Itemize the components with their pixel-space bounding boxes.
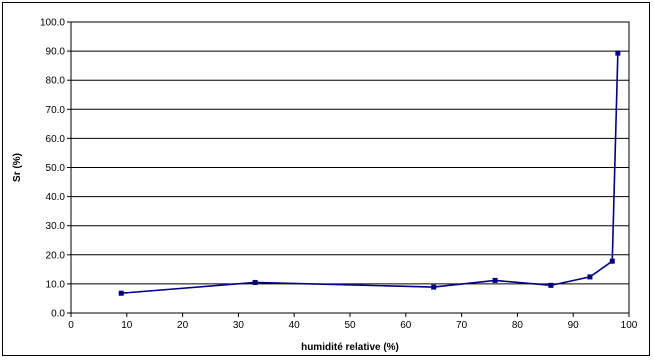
data-point	[609, 258, 615, 264]
chart-frame	[2, 2, 650, 356]
x-tick-labels: 0 10 20 30 40 50 60 70 80 90 100	[68, 320, 638, 331]
data-point	[118, 290, 124, 296]
x-tick-label: 40	[289, 320, 301, 331]
y-tick-label: 70.0	[46, 105, 66, 116]
x-tick-label: 100	[621, 320, 638, 331]
plot-area-border	[70, 21, 630, 314]
data-point	[548, 282, 554, 288]
y-tick-label: 80.0	[46, 76, 66, 87]
data-point	[587, 274, 593, 280]
x-tick-label: 80	[512, 320, 524, 331]
series-line	[121, 53, 619, 295]
data-point	[431, 284, 437, 290]
y-axis-title: Sr (%)	[12, 153, 23, 182]
x-tick-label: 10	[121, 320, 133, 331]
y-tick-label: 40.0	[46, 192, 66, 203]
y-tick-label: 90.0	[46, 47, 66, 58]
x-tick-label: 30	[233, 320, 245, 331]
gridlines	[71, 21, 629, 285]
data-point	[492, 277, 498, 283]
y-tick-label: 0.0	[51, 309, 65, 320]
y-tick-label: 100.0	[40, 18, 65, 29]
y-tick-label: 30.0	[46, 221, 66, 232]
x-tick-label: 50	[344, 320, 356, 331]
data-point	[252, 279, 258, 285]
x-tick-label: 90	[568, 320, 580, 331]
x-tick-label: 0	[68, 320, 74, 331]
x-tick-label: 60	[400, 320, 412, 331]
data-series	[118, 50, 621, 296]
x-tick-label: 20	[177, 320, 189, 331]
y-tick-labels: 0.0 10.0 20.0 30.0 40.0 50.0 60.0 70.0 80.0 90.0 1…	[40, 18, 65, 320]
y-tick-label: 50.0	[46, 163, 66, 174]
y-tick-label: 60.0	[46, 134, 66, 145]
y-tick-label: 10.0	[46, 279, 66, 290]
x-axis-title: humidité relative (%)	[301, 342, 399, 353]
y-tick-label: 20.0	[46, 250, 66, 261]
data-point	[615, 50, 621, 56]
axes	[67, 21, 630, 317]
x-tick-label: 70	[456, 320, 468, 331]
